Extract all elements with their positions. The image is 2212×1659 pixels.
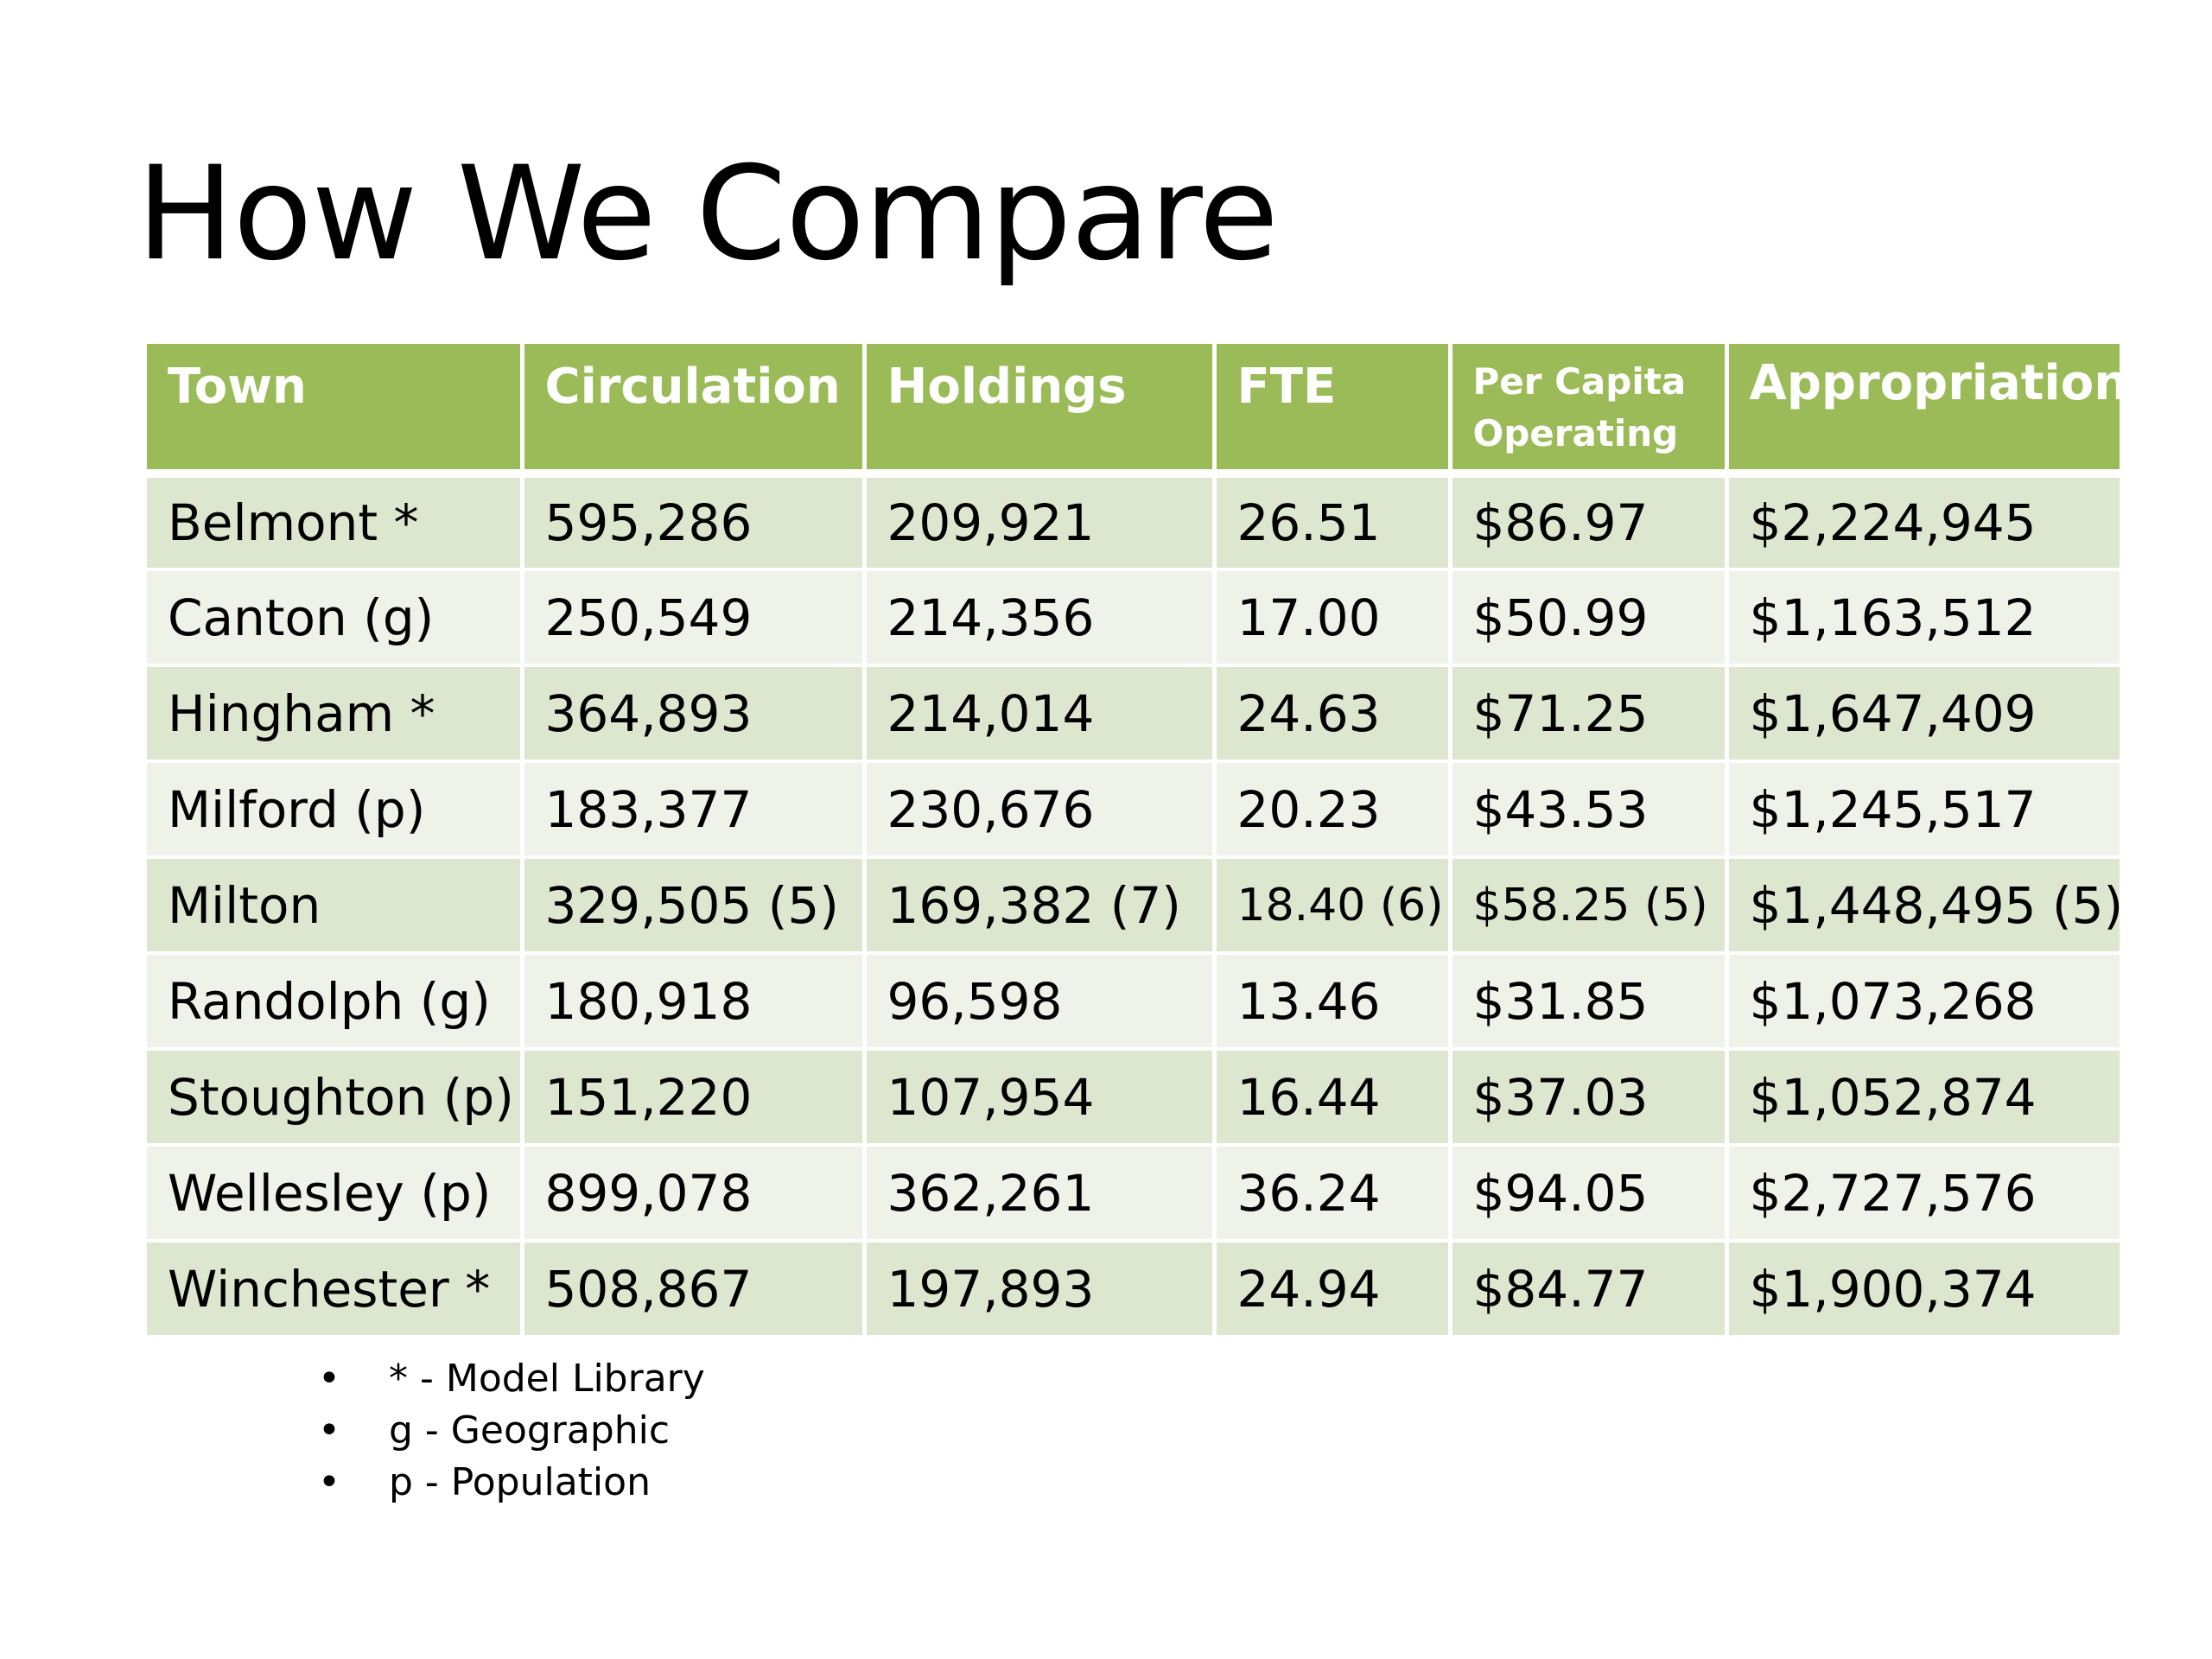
footnote-text: p - Population (389, 1460, 651, 1504)
header-per-capita-line2: Operating (1472, 412, 1679, 454)
cell-fte: 26.51 (1214, 474, 1452, 571)
comparison-table: Town Circulation Holdings FTE Per Capita… (147, 344, 2128, 1338)
cell-circulation: 250,549 (522, 569, 867, 667)
footnote-item: • p - Population (318, 1457, 705, 1509)
comparison-table-container: Town Circulation Holdings FTE Per Capita… (147, 344, 2128, 1338)
cell-holdings: 169,382 (7) (864, 857, 1217, 955)
footnote-list: • * - Model Library • g - Geographic • p - Po… (318, 1353, 705, 1509)
cell-per-capita-operating: $94.05 (1450, 1145, 1729, 1243)
header-per-capita-line1: Per Capita (1472, 360, 1687, 403)
cell-circulation: 183,377 (522, 761, 867, 859)
cell-per-capita-operating: $37.03 (1450, 1049, 1729, 1147)
cell-per-capita-operating: $50.99 (1450, 569, 1729, 667)
cell-appropriation: $1,448,495 (5) (1726, 857, 2123, 955)
cell-appropriation: $1,900,374 (1726, 1241, 2120, 1338)
cell-fte: 36.24 (1214, 1145, 1452, 1243)
bullet-icon: • (318, 1460, 340, 1504)
table-row: Hingham * 364,893 214,014 24.63 $71.25 $1,647… (147, 665, 2120, 763)
cell-appropriation: $2,224,945 (1726, 474, 2120, 571)
footnote-item: • * - Model Library (318, 1353, 705, 1405)
cell-fte: 20.23 (1214, 761, 1452, 859)
cell-circulation: 151,220 (522, 1049, 867, 1147)
header-fte: FTE (1214, 344, 1452, 478)
cell-per-capita-operating: $71.25 (1450, 665, 1729, 763)
cell-circulation: 899,078 (522, 1145, 867, 1243)
cell-per-capita-operating: $86.97 (1450, 474, 1729, 571)
cell-town: Canton (g) (147, 569, 524, 667)
footnote-text: g - Geographic (389, 1408, 671, 1452)
cell-fte: 18.40 (6) (1214, 857, 1452, 955)
cell-per-capita-operating: $58.25 (5) (1450, 857, 1729, 955)
cell-holdings: 214,356 (864, 569, 1217, 667)
header-appropriation: Appropriation (1726, 344, 2128, 478)
cell-appropriation: $1,073,268 (1726, 953, 2120, 1051)
cell-circulation: 595,286 (522, 474, 867, 571)
cell-town: Milford (p) (147, 761, 524, 859)
table-row: Randolph (g) 180,918 96,598 13.46 $31.85 $1,0… (147, 953, 2120, 1051)
header-town: Town (147, 344, 524, 478)
header-circulation: Circulation (522, 344, 867, 478)
cell-per-capita-operating: $31.85 (1450, 953, 1729, 1051)
cell-per-capita-operating: $43.53 (1450, 761, 1729, 859)
cell-holdings: 107,954 (864, 1049, 1217, 1147)
cell-appropriation: $1,647,409 (1726, 665, 2120, 763)
cell-town: Belmont * (147, 474, 524, 571)
cell-town: Wellesley (p) (147, 1145, 524, 1243)
table-row: Milford (p) 183,377 230,676 20.23 $43.53 $1,2… (147, 761, 2120, 859)
footnote-text: * - Model Library (389, 1357, 705, 1401)
table-header-row: Town Circulation Holdings FTE Per Capita… (147, 344, 2128, 478)
cell-circulation: 364,893 (522, 665, 867, 763)
table-row: Milton 329,505 (5) 169,382 (7) 18.40 (6) $58… (147, 857, 2123, 955)
cell-town: Milton (147, 857, 524, 955)
page-title: How We Compare (137, 139, 1279, 289)
table-body: Belmont * 595,286 209,921 26.51 $86.97 $2,224… (147, 474, 2123, 1338)
cell-holdings: 230,676 (864, 761, 1217, 859)
cell-holdings: 96,598 (864, 953, 1217, 1051)
cell-town: Stoughton (p) (147, 1049, 524, 1147)
cell-town: Randolph (g) (147, 953, 524, 1051)
cell-fte: 24.63 (1214, 665, 1452, 763)
header-holdings: Holdings (864, 344, 1217, 478)
cell-holdings: 197,893 (864, 1241, 1217, 1338)
cell-circulation: 180,918 (522, 953, 867, 1051)
cell-circulation: 329,505 (5) (522, 857, 867, 955)
cell-town: Winchester * (147, 1241, 524, 1338)
cell-appropriation: $1,245,517 (1726, 761, 2120, 859)
footnote-item: • g - Geographic (318, 1405, 705, 1457)
table-row: Winchester * 508,867 197,893 24.94 $84.77 $1,… (147, 1241, 2120, 1338)
cell-holdings: 209,921 (864, 474, 1217, 571)
bullet-icon: • (318, 1357, 340, 1401)
table-row: Wellesley (p) 899,078 362,261 36.24 $94.05 $2… (147, 1145, 2120, 1243)
header-per-capita-operating: Per Capita Operating (1450, 344, 1729, 478)
cell-appropriation: $1,163,512 (1726, 569, 2120, 667)
cell-fte: 13.46 (1214, 953, 1452, 1051)
cell-fte: 17.00 (1214, 569, 1452, 667)
table-row: Canton (g) 250,549 214,356 17.00 $50.99 $1,16… (147, 569, 2120, 667)
cell-holdings: 362,261 (864, 1145, 1217, 1243)
table-row: Stoughton (p) 151,220 107,954 16.44 $37.03 $1… (147, 1049, 2120, 1147)
cell-holdings: 214,014 (864, 665, 1217, 763)
cell-circulation: 508,867 (522, 1241, 867, 1338)
cell-town: Hingham * (147, 665, 524, 763)
bullet-icon: • (318, 1408, 340, 1452)
cell-appropriation: $1,052,874 (1726, 1049, 2120, 1147)
table-row: Belmont * 595,286 209,921 26.51 $86.97 $2,224… (147, 474, 2120, 571)
cell-appropriation: $2,727,576 (1726, 1145, 2120, 1243)
cell-fte: 24.94 (1214, 1241, 1452, 1338)
cell-per-capita-operating: $84.77 (1450, 1241, 1729, 1338)
cell-fte: 16.44 (1214, 1049, 1452, 1147)
